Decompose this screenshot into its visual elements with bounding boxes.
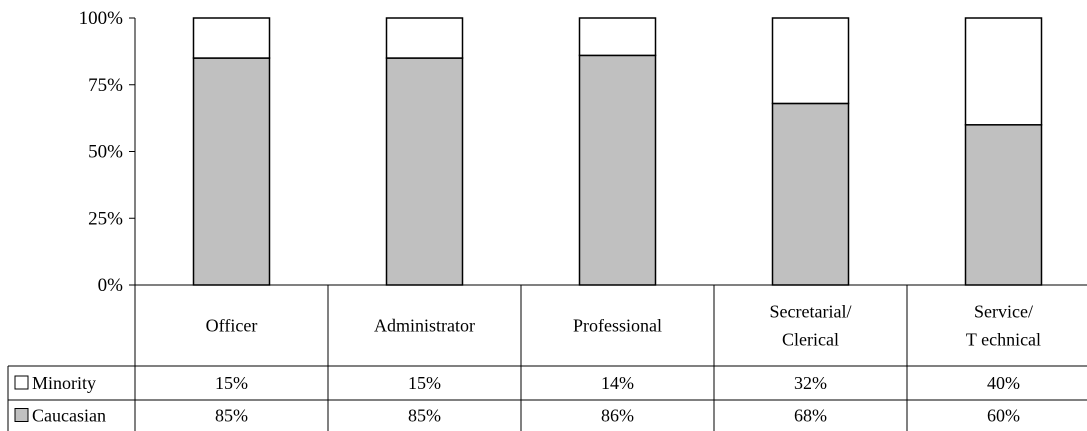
legend-swatch-minority bbox=[14, 375, 29, 390]
table-cell-value: 68% bbox=[794, 406, 827, 426]
bar-minority bbox=[192, 17, 271, 59]
bar-caucasian bbox=[192, 57, 271, 286]
table-cell-value: 14% bbox=[601, 373, 634, 393]
table-cell-value: 32% bbox=[794, 373, 827, 393]
y-tick-label: 100% bbox=[79, 8, 124, 29]
table-cell-value: 60% bbox=[987, 406, 1020, 426]
category-label: Professional bbox=[573, 316, 662, 336]
table-cell-value: 86% bbox=[601, 406, 634, 426]
bar-caucasian bbox=[771, 102, 850, 286]
category-label: Administrator bbox=[374, 316, 475, 336]
legend-swatch-caucasian bbox=[14, 408, 29, 422]
table-cell-value: 40% bbox=[987, 373, 1020, 393]
category-label: Officer bbox=[206, 316, 258, 336]
bar-minority bbox=[771, 17, 850, 105]
bar-caucasian bbox=[964, 124, 1043, 286]
y-tick-label: 25% bbox=[88, 208, 123, 229]
bar-minority bbox=[578, 17, 657, 57]
table-cell-value: 85% bbox=[408, 406, 441, 426]
table-cell-value: 85% bbox=[215, 406, 248, 426]
legend-label-minority: Minority bbox=[32, 373, 96, 393]
category-label: Clerical bbox=[782, 330, 839, 350]
y-tick-label: 50% bbox=[88, 142, 123, 163]
y-tick-label: 75% bbox=[88, 75, 123, 96]
table-cell-value: 15% bbox=[408, 373, 441, 393]
bar-minority bbox=[964, 17, 1043, 126]
table-cell-value: 15% bbox=[215, 373, 248, 393]
bar-caucasian bbox=[385, 57, 464, 286]
bars bbox=[192, 17, 1043, 286]
legend-label-caucasian: Caucasian bbox=[32, 406, 106, 426]
category-label: T echnical bbox=[966, 330, 1041, 350]
bar-minority bbox=[385, 17, 464, 59]
category-label: Secretarial/ bbox=[770, 302, 852, 322]
category-label: Service/ bbox=[974, 302, 1033, 322]
data-table: Officer Administrator Professional Secretar… bbox=[7, 285, 1087, 431]
y-tick-label: 0% bbox=[98, 275, 124, 296]
bar-caucasian bbox=[578, 54, 657, 286]
